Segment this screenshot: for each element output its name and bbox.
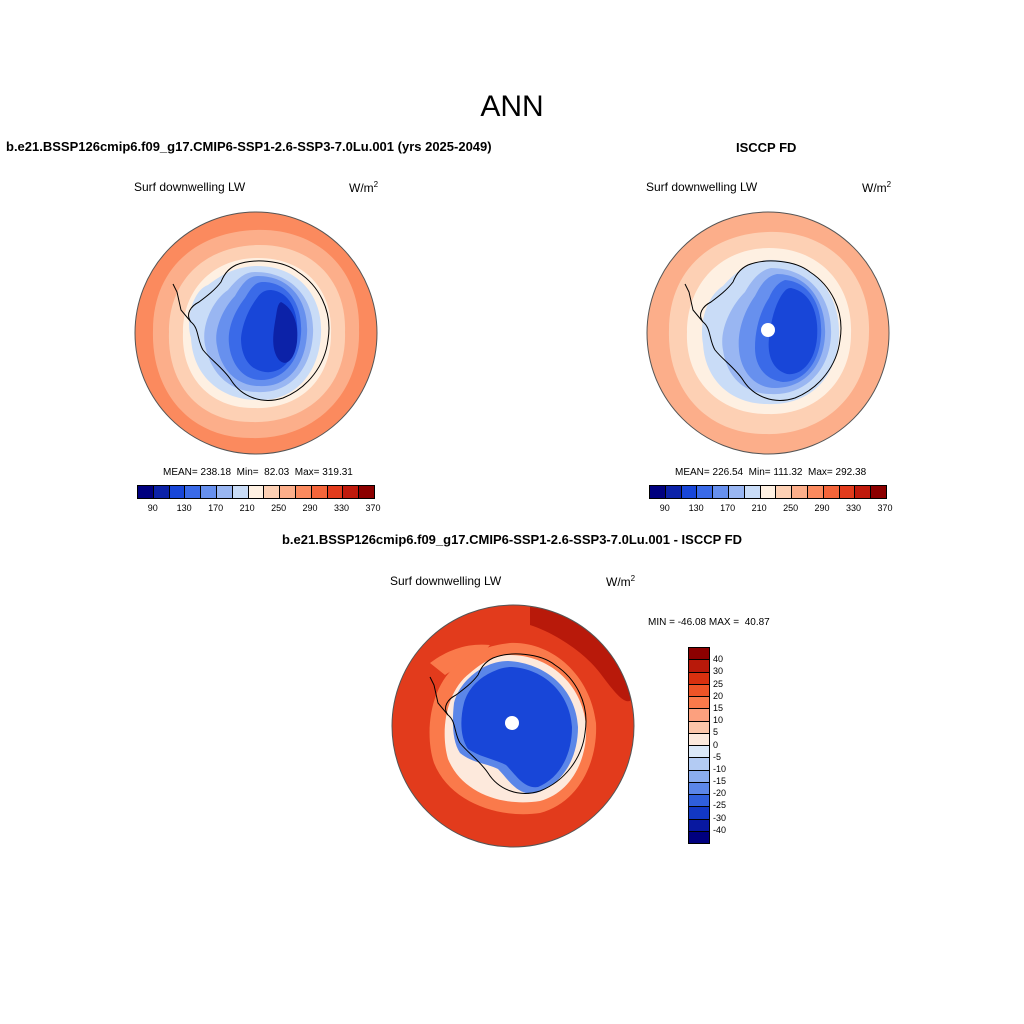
obs-colorbar-tick-label: 210 (751, 503, 767, 513)
model-colorbar-tick-label: 250 (271, 503, 287, 513)
difference-colorbar-swatch (689, 746, 709, 759)
model-stats-text: MEAN= 238.18 Min= 82.03 Max= 319.31 (163, 467, 353, 478)
obs-colorbar-swatch (728, 486, 745, 498)
obs-colorbar-tick-label: 130 (688, 503, 704, 513)
figure-title: ANN (480, 90, 544, 123)
model-colorbar-swatch (343, 486, 360, 498)
obs-polar-map (646, 211, 890, 455)
model-colorbar-tick-label: 130 (176, 503, 192, 513)
difference-colorbar-tick-label: 25 (713, 678, 724, 689)
difference-colorbar-swatch (689, 709, 709, 722)
obs-colorbar-swatch (871, 486, 886, 498)
model-colorbar-swatch (169, 486, 186, 498)
model-colorbar-swatch (280, 486, 296, 498)
difference-colorbar-swatch (689, 684, 709, 697)
obs-colorbar-swatch (807, 486, 824, 498)
difference-colorbar-swatch (689, 807, 709, 820)
difference-colorbar-tick-label: -15 (713, 776, 727, 787)
difference-colorbar-tick-label: -5 (713, 751, 722, 762)
obs-colorbar-tick-label: 330 (846, 503, 862, 513)
difference-colorbar-swatch (689, 795, 709, 808)
model-polar-map (134, 211, 378, 455)
model-colorbar-tick-label: 290 (302, 503, 318, 513)
model-colorbar-tick-label: 330 (334, 503, 350, 513)
model-colorbar-swatch (201, 486, 217, 498)
obs-colorbar-swatch (650, 486, 666, 498)
difference-colorbar-tick-label: -20 (713, 788, 727, 799)
obs-colorbar-swatch (744, 486, 761, 498)
obs-colorbar-swatch (665, 486, 682, 498)
difference-variable-label: Surf downwelling LW (390, 574, 502, 588)
obs-variable-label: Surf downwelling LW (646, 180, 758, 194)
obs-units-label: W/m2 (862, 180, 892, 195)
difference-colorbar-swatch (689, 672, 709, 685)
model-colorbar-swatch (185, 486, 202, 498)
difference-colorbar-tick-label: -30 (713, 812, 727, 823)
obs-colorbar-swatch (760, 486, 777, 498)
difference-colorbar-tick-label: 40 (713, 654, 724, 665)
difference-colorbar-swatch (689, 782, 709, 795)
obs-colorbar-swatch (681, 486, 698, 498)
difference-colorbar-swatch (689, 758, 709, 771)
difference-colorbar-swatch (689, 697, 709, 710)
obs-colorbar (649, 485, 887, 499)
obs-colorbar-swatch (792, 486, 808, 498)
model-colorbar-swatch (295, 486, 312, 498)
difference-colorbar-swatch (689, 660, 709, 673)
model-colorbar-swatch (248, 486, 265, 498)
model-colorbar-tick-label: 370 (365, 503, 381, 513)
obs-colorbar-swatch (855, 486, 872, 498)
difference-polar-map (391, 604, 635, 848)
model-panel-title: b.e21.BSSP126cmip6.f09_g17.CMIP6-SSP1-2.… (6, 139, 492, 154)
difference-colorbar-tick-label: 5 (713, 727, 719, 738)
model-colorbar-swatch (311, 486, 328, 498)
obs-colorbar-swatch (776, 486, 793, 498)
difference-colorbar-swatch (689, 648, 709, 661)
obs-panel-title: ISCCP FD (736, 140, 797, 155)
difference-colorbar-tick-label: -10 (713, 763, 727, 774)
difference-colorbar-tick-label: -40 (713, 824, 727, 835)
model-colorbar-tick-label: 210 (239, 503, 255, 513)
model-colorbar-swatch (138, 486, 154, 498)
difference-colorbar (688, 647, 710, 844)
obs-stats-text: MEAN= 226.54 Min= 111.32 Max= 292.38 (675, 467, 867, 478)
model-colorbar-swatch (216, 486, 233, 498)
model-colorbar-tick-label: 90 (147, 503, 158, 513)
difference-colorbar-tick-label: 20 (713, 690, 724, 701)
model-colorbar-swatch (153, 486, 170, 498)
model-colorbar-swatch (327, 486, 344, 498)
difference-colorbar-tick-label: -25 (713, 800, 727, 811)
difference-colorbar-swatch (689, 733, 709, 746)
difference-colorbar-labels: 40 30 25 20 15 10 5 0 -5 -10 -15 -20 -25 -30 -40 (713, 647, 753, 842)
model-colorbar-swatch (359, 486, 374, 498)
difference-colorbar-swatch (689, 721, 709, 734)
difference-colorbar-tick-label: 15 (713, 702, 724, 713)
model-colorbar-swatch (264, 486, 281, 498)
model-variable-label: Surf downwelling LW (134, 180, 246, 194)
difference-colorbar-tick-label: 0 (713, 739, 719, 750)
obs-colorbar-tick-label: 90 (659, 503, 670, 513)
model-colorbar-tick-label: 170 (208, 503, 224, 513)
difference-colorbar-swatch (689, 770, 709, 783)
obs-colorbar-swatch (823, 486, 840, 498)
obs-colorbar-tick-label: 170 (720, 503, 736, 513)
obs-colorbar-tick-label: 370 (877, 503, 893, 513)
difference-panel-title: b.e21.BSSP126cmip6.f09_g17.CMIP6-SSP1-2.… (281, 532, 742, 547)
obs-colorbar-tick-label: 250 (783, 503, 799, 513)
obs-colorbar-swatch (697, 486, 714, 498)
obs-colorbar-tick-label: 290 (814, 503, 830, 513)
model-colorbar (137, 485, 375, 499)
difference-colorbar-tick-label: 10 (713, 715, 724, 726)
model-units-label: W/m2 (349, 180, 379, 195)
difference-colorbar-tick-label: 30 (713, 666, 724, 677)
difference-colorbar-swatch (689, 831, 709, 843)
difference-units-label: W/m2 (606, 574, 636, 589)
difference-minmax-text: MIN = -46.08 MAX = 40.87 (648, 617, 770, 628)
difference-colorbar-swatch (689, 819, 709, 832)
obs-colorbar-swatch (839, 486, 856, 498)
obs-colorbar-swatch (713, 486, 729, 498)
model-colorbar-swatch (232, 486, 249, 498)
